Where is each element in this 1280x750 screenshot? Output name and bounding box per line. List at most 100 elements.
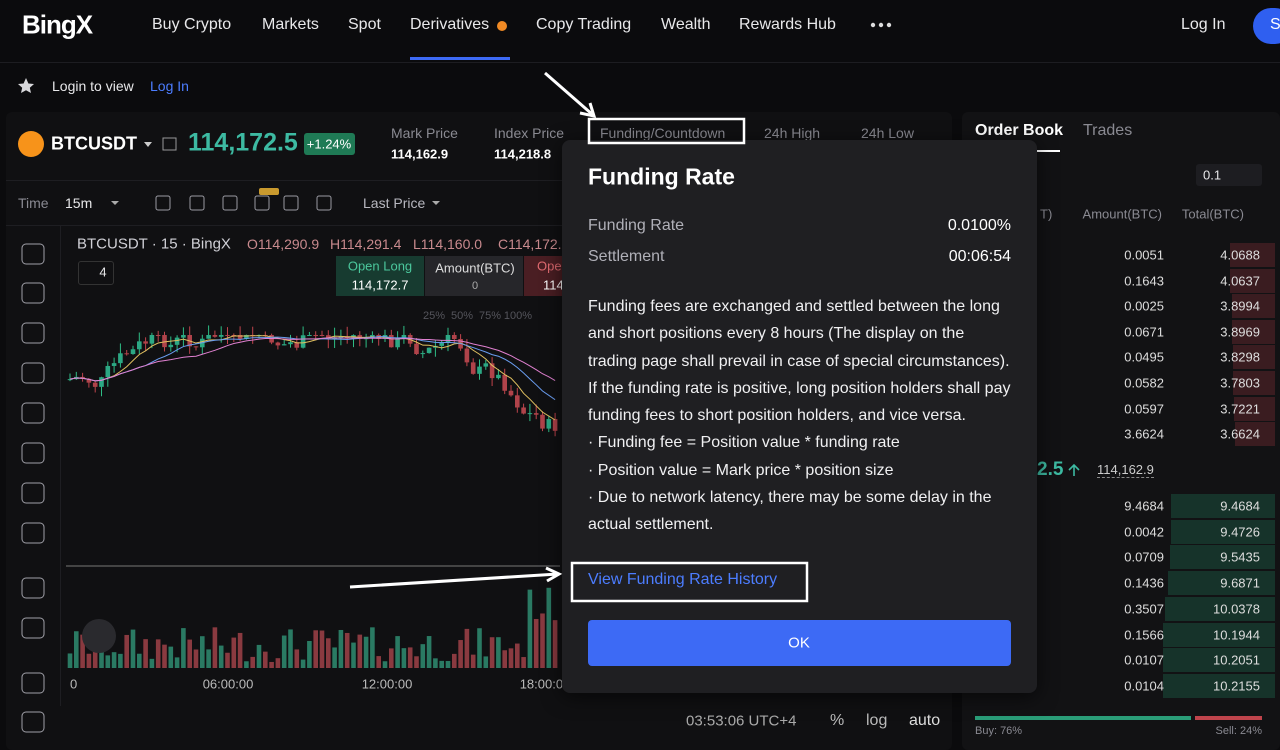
sell-ratio: Sell: 24% — [1215, 725, 1262, 737]
volume-bar — [407, 647, 413, 668]
volume-bar — [168, 646, 174, 668]
dropdown-caret — [144, 142, 152, 147]
candle-body — [244, 335, 249, 339]
tab[interactable]: Trades — [1083, 122, 1133, 139]
avatar[interactable] — [1253, 8, 1280, 44]
percent-option: 75% — [478, 310, 502, 322]
bullet: · Due to network latency, there may be s… — [588, 489, 992, 534]
volume-bar — [275, 658, 281, 668]
depth-bar — [1170, 545, 1275, 570]
candle-body — [124, 353, 129, 355]
avatar-letter: S — [1270, 16, 1280, 33]
candle-body — [477, 366, 482, 374]
stat-label: Index Price — [494, 125, 565, 141]
volume-bar — [533, 618, 539, 668]
notice-link[interactable]: Log In — [150, 78, 189, 94]
nav-link[interactable]: Spot — [348, 16, 381, 33]
candle-body — [420, 353, 426, 355]
volume-bar — [464, 628, 470, 668]
info-value: 0.0100% — [947, 217, 1011, 234]
percent-option: 50% — [450, 310, 474, 322]
interval[interactable]: 15m — [65, 195, 93, 211]
history-link[interactable]: View Funding Rate History — [588, 571, 778, 588]
amount: 0.1566 — [1124, 627, 1164, 642]
nav-link[interactable]: Buy Crypto — [152, 16, 232, 33]
volume-bar — [86, 653, 92, 668]
volume-bar — [521, 657, 526, 668]
volume-bar — [74, 631, 79, 668]
clock: 03:53:06 UTC+4 — [686, 712, 797, 730]
volume-bar — [363, 636, 369, 668]
total: 9.4726 — [1220, 524, 1260, 540]
volume-bar — [263, 651, 268, 668]
notice-bar — [0, 63, 1280, 109]
candle-body — [546, 419, 552, 429]
step-box[interactable] — [1196, 164, 1262, 186]
volume-bar — [181, 628, 186, 668]
amount: 0.1436 — [1124, 575, 1164, 591]
price-type[interactable]: Last Price — [363, 195, 426, 211]
candle-body — [281, 344, 287, 346]
toolbar-divider — [6, 225, 952, 226]
volume-bar — [67, 653, 73, 668]
volume-bar — [401, 648, 407, 668]
info-label: Settlement — [588, 248, 665, 265]
nav-link[interactable]: Markets — [262, 16, 319, 33]
candle-body — [470, 362, 476, 374]
volume-bar — [344, 632, 350, 668]
depth-bar — [1234, 422, 1275, 447]
volume-bar — [527, 589, 533, 668]
log-toggle[interactable]: log — [866, 712, 888, 729]
nav-link[interactable]: Copy Trading — [536, 16, 632, 33]
new-badge — [259, 188, 279, 195]
up-arrow — [1068, 463, 1080, 476]
volume-bar — [395, 636, 400, 668]
candle-body — [218, 335, 224, 337]
candle-body — [92, 382, 98, 387]
symbol[interactable]: BTCUSDT — [51, 133, 137, 154]
tab[interactable]: Order Book — [975, 122, 1064, 139]
volume-bar — [155, 639, 161, 668]
tool-icon — [283, 195, 299, 211]
open-long[interactable] — [336, 256, 424, 296]
candle-body — [168, 344, 174, 348]
volume-bar — [452, 653, 457, 668]
highlight-box — [587, 117, 746, 145]
volume-bar — [200, 636, 205, 668]
more-dot — [878, 22, 884, 28]
total: 3.7221 — [1220, 401, 1260, 417]
auto-toggle[interactable]: auto — [909, 712, 941, 729]
indicator-toggle[interactable] — [78, 261, 114, 285]
info-value: 00:06:54 — [948, 248, 1011, 265]
nav-link[interactable]: Wealth — [661, 16, 711, 33]
total: 9.5435 — [1220, 549, 1260, 565]
amount: 9.4684 — [1124, 498, 1164, 514]
volume-bar — [420, 644, 426, 668]
percent-toggle[interactable]: % — [830, 712, 845, 729]
volume-bar — [111, 652, 117, 668]
stat-value: 114,162.9 — [391, 146, 449, 162]
total: 3.6624 — [1220, 426, 1260, 442]
logo[interactable]: BingX — [22, 9, 93, 40]
candle-body — [414, 343, 419, 355]
login-button[interactable]: Log In — [1181, 16, 1226, 33]
change-badge — [304, 133, 355, 155]
total: 3.8298 — [1220, 349, 1260, 365]
nav-link[interactable]: Rewards Hub — [739, 16, 836, 33]
total: 10.2051 — [1213, 652, 1260, 668]
amount: 0.3507 — [1124, 601, 1164, 617]
x-axis-label: 12:00:00 — [361, 676, 413, 692]
ok-button[interactable] — [588, 620, 1011, 666]
depth-bar — [1232, 319, 1275, 344]
candle-body — [319, 335, 325, 336]
open-short[interactable] — [524, 256, 564, 296]
book-icon — [162, 137, 177, 151]
volume-bar — [193, 649, 199, 668]
bullet: · Position value = Mark price * position… — [588, 461, 894, 479]
nav-link[interactable]: Derivatives — [410, 16, 490, 33]
volume-bar — [477, 628, 482, 668]
depth-bar — [1170, 519, 1275, 544]
candle-body — [137, 341, 142, 350]
depth-bar — [1162, 648, 1275, 673]
drawing-tool — [21, 522, 45, 544]
